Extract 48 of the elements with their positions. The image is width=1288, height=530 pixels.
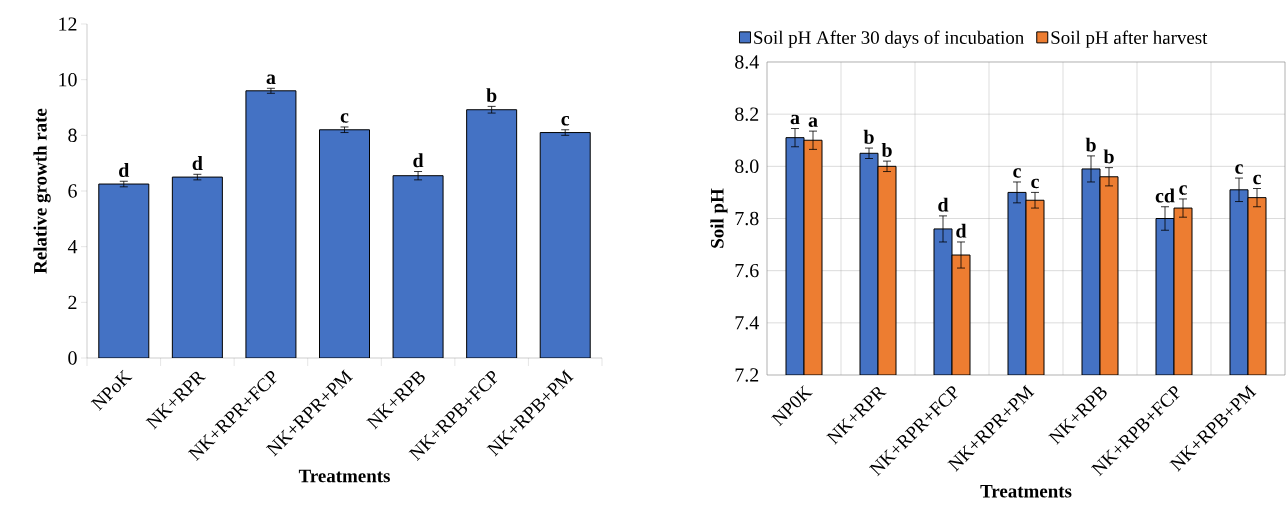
bar xyxy=(392,175,444,358)
y-tick-label: 6 xyxy=(68,184,77,198)
y-tick-label: 12 xyxy=(59,17,77,31)
data-label: c xyxy=(1253,174,1261,185)
bar xyxy=(319,129,370,358)
y-axis-title: Relative growth rate xyxy=(33,108,51,274)
data-label: b xyxy=(863,129,874,144)
y-tick-label: 7.4 xyxy=(735,316,759,330)
bar xyxy=(466,109,518,358)
data-label: c xyxy=(1013,168,1021,178)
data-label: d xyxy=(413,153,424,168)
data-label: c xyxy=(1235,164,1243,174)
y-tick-label: 8 xyxy=(68,128,77,143)
bar xyxy=(245,90,297,358)
data-label: d xyxy=(119,163,130,178)
y-tick-label: 7.8 xyxy=(735,211,759,226)
data-label: b xyxy=(1103,149,1114,164)
y-tick-label: 7.2 xyxy=(735,368,759,382)
data-label: b xyxy=(1085,137,1096,152)
legend-label: Soil pH after harvest xyxy=(1051,30,1208,48)
data-label: b xyxy=(486,88,497,103)
x-axis-title: Treatments xyxy=(298,469,390,483)
data-label: b xyxy=(881,142,892,157)
y-tick-label: 2 xyxy=(68,295,77,309)
y-tick-label: 4 xyxy=(67,240,78,254)
y-tick-label: 8.2 xyxy=(735,107,759,121)
data-label: cd xyxy=(1155,188,1175,203)
y-tick-label: 8.4 xyxy=(735,55,759,69)
x-axis-title: Treatments xyxy=(980,484,1072,498)
y-axis-title: Soil pH xyxy=(710,188,728,248)
data-label: c xyxy=(340,113,349,123)
data-label: d xyxy=(938,197,949,212)
bar xyxy=(98,183,150,358)
data-label: a xyxy=(808,117,818,127)
y-tick-label: 10 xyxy=(59,72,77,87)
data-label: c xyxy=(561,115,570,126)
data-label: c xyxy=(1031,178,1039,189)
data-label: c xyxy=(1179,185,1187,195)
legend-label: Soil pH After 30 days of incubation xyxy=(754,30,1024,48)
y-tick-label: 8.0 xyxy=(735,159,759,174)
data-label: a xyxy=(266,74,276,85)
bar xyxy=(539,132,591,358)
data-label: d xyxy=(956,223,967,238)
bar xyxy=(171,176,223,358)
data-label: d xyxy=(192,156,203,171)
y-tick-label: 0 xyxy=(68,351,77,365)
data-label: a xyxy=(790,114,800,125)
y-tick-label: 7.6 xyxy=(735,263,759,278)
